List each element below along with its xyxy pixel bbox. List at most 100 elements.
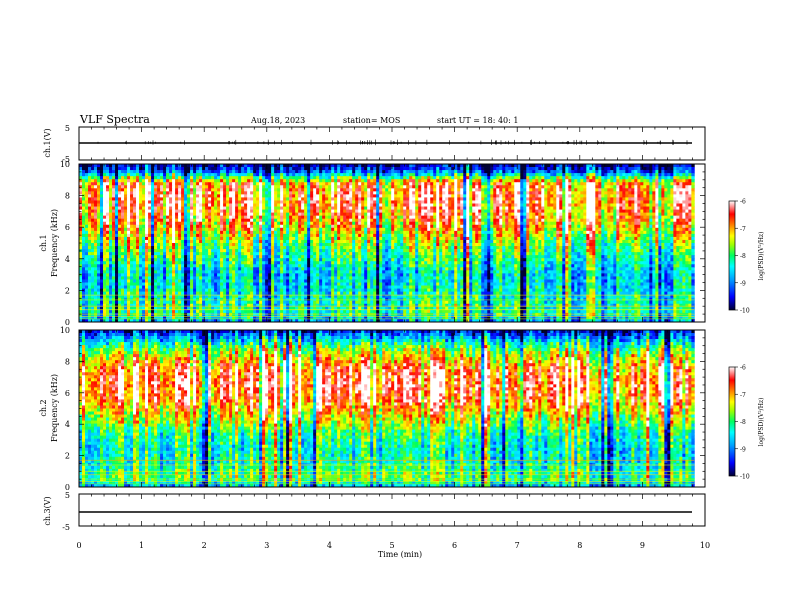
spectrogram-cell — [604, 170, 607, 173]
spectrogram-cell — [595, 188, 598, 191]
spectrogram-cell — [169, 231, 172, 234]
spectrogram-cell — [454, 219, 457, 222]
spectrogram-cell — [157, 200, 160, 203]
spectrogram-cell — [457, 176, 460, 179]
spectrogram-cell — [463, 182, 466, 185]
spectrogram-cell — [490, 231, 493, 234]
spectrogram-cell — [283, 225, 286, 228]
spectrogram-cell — [457, 179, 460, 182]
spectrogram-cell — [643, 164, 646, 167]
spectrogram-cell — [583, 164, 586, 167]
spectrogram-cell — [691, 231, 694, 234]
spectrogram-cell — [106, 210, 109, 213]
spectrogram-cell — [460, 219, 463, 222]
spectrogram-cell — [481, 194, 484, 197]
spectrogram-cell — [172, 173, 175, 176]
spectrogram-cell — [109, 207, 112, 210]
spectrogram-cell — [589, 210, 592, 213]
spectrogram-cell — [493, 179, 496, 182]
spectrogram-cell — [208, 173, 211, 176]
spectrogram-cell — [202, 188, 205, 191]
spectrogram-cell — [607, 173, 610, 176]
spectrogram-cell — [157, 228, 160, 231]
spectrogram-cell — [352, 188, 355, 191]
spectrogram-cell — [88, 219, 91, 222]
spectrogram-cell — [406, 213, 409, 216]
spectrogram-cell — [541, 164, 544, 167]
spectrogram-cell — [538, 170, 541, 173]
spectrogram-cell — [565, 207, 568, 210]
spectrogram-cell — [253, 191, 256, 194]
spectrogram-cell — [676, 228, 679, 231]
spectrogram-cell — [508, 225, 511, 228]
spectrogram-cell — [250, 191, 253, 194]
spectrogram-cell — [208, 167, 211, 170]
spectrogram-cell — [313, 225, 316, 228]
spectrogram-cell — [205, 164, 208, 167]
spectrogram-cell — [439, 204, 442, 207]
spectrogram-cell — [292, 228, 295, 231]
spectrogram-cell — [631, 213, 634, 216]
spectrogram-cell — [550, 228, 553, 231]
spectrogram-cell — [685, 231, 688, 234]
spectrogram-cell — [178, 234, 181, 237]
spectrogram-cell — [325, 194, 328, 197]
spectrogram-cell — [583, 176, 586, 179]
spectrogram-cell — [445, 197, 448, 200]
spectrogram-cell — [640, 176, 643, 179]
spectrogram-cell — [325, 222, 328, 225]
spectrogram-cell — [115, 234, 118, 237]
spectrogram-cell — [517, 182, 520, 185]
spectrogram-cell — [565, 225, 568, 228]
spectrogram-cell — [559, 197, 562, 200]
spectrogram-cell — [490, 179, 493, 182]
spectrogram-cell — [661, 213, 664, 216]
spectrogram-cell — [433, 188, 436, 191]
spectrogram-cell — [535, 185, 538, 188]
spectrogram-cell — [157, 219, 160, 222]
spectrogram-cell — [286, 200, 289, 203]
spectrogram-cell — [619, 204, 622, 207]
spectrogram-cell — [661, 167, 664, 170]
spectrogram-cell — [256, 167, 259, 170]
spectrogram-cell — [310, 228, 313, 231]
spectrogram-cell — [577, 176, 580, 179]
spectrogram-cell — [634, 207, 637, 210]
spectrogram-cell — [376, 185, 379, 188]
spectrogram-cell — [481, 182, 484, 185]
spectrogram-cell — [286, 210, 289, 213]
spectrogram-cell — [532, 213, 535, 216]
spectrogram-cell — [229, 197, 232, 200]
spectrogram-cell — [121, 188, 124, 191]
spectrogram-cell — [448, 164, 451, 167]
spectrogram-cell — [424, 204, 427, 207]
spectrogram-cell — [229, 216, 232, 219]
spectrogram-cell — [91, 213, 94, 216]
spectrogram-cell — [673, 194, 676, 197]
spectrogram-cell — [133, 176, 136, 179]
spectrogram-cell — [538, 231, 541, 234]
spectrogram-cell — [412, 191, 415, 194]
spectrogram-cell — [352, 216, 355, 219]
spectrogram-cell — [670, 222, 673, 225]
spectrogram-cell — [142, 210, 145, 213]
spectrogram-cell — [337, 176, 340, 179]
spectrogram-cell — [82, 204, 85, 207]
spectrogram-cell — [274, 197, 277, 200]
spectrogram-cell — [145, 219, 148, 222]
spectrogram-cell — [121, 167, 124, 170]
spectrogram-cell — [586, 204, 589, 207]
spectrogram-cell — [634, 213, 637, 216]
spectrogram-cell — [646, 191, 649, 194]
spectrogram-cell — [433, 228, 436, 231]
spectrogram-cell — [226, 185, 229, 188]
spectrogram-cell — [160, 176, 163, 179]
spectrogram-cell — [613, 228, 616, 231]
spectrogram-cell — [259, 231, 262, 234]
spectrogram-cell — [520, 179, 523, 182]
spectrogram-cell — [481, 216, 484, 219]
spectrogram-cell — [448, 170, 451, 173]
spectrogram-cell — [598, 219, 601, 222]
spectrogram-cell — [598, 204, 601, 207]
spectrogram-cell — [592, 197, 595, 200]
